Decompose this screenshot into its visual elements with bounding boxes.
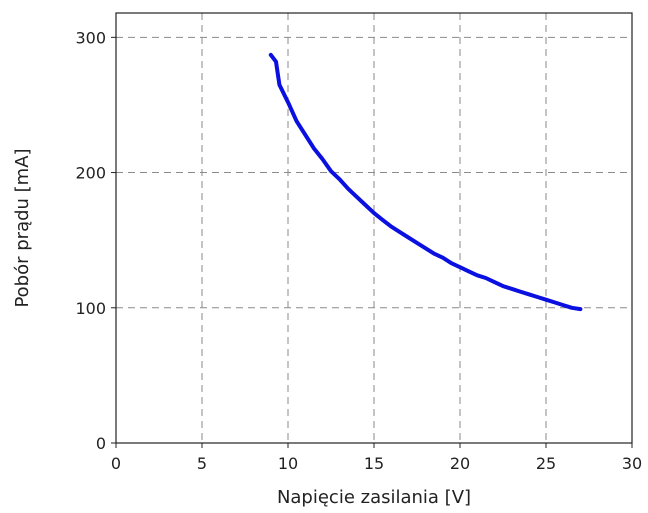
x-axis-ticks: 0 5 10 15 20 25 30 (111, 443, 642, 473)
y-tick-label: 0 (96, 434, 106, 453)
x-tick-label: 30 (622, 454, 642, 473)
x-axis-label: Napięcie zasilania [V] (277, 487, 471, 508)
y-axis-ticks: 0 100 200 300 (75, 28, 116, 453)
grid (116, 13, 632, 443)
y-tick-label: 100 (75, 299, 106, 318)
x-tick-label: 0 (111, 454, 121, 473)
series-line (268, 52, 583, 312)
x-tick-label: 25 (536, 454, 556, 473)
series-group (268, 52, 583, 312)
x-tick-label: 5 (197, 454, 207, 473)
y-tick-label: 200 (75, 164, 106, 183)
y-axis-label: Pobór prądu [mA] (12, 148, 33, 307)
y-tick-label: 300 (75, 28, 106, 47)
x-tick-label: 20 (450, 454, 470, 473)
x-tick-label: 10 (278, 454, 298, 473)
x-tick-label: 15 (364, 454, 384, 473)
plot-background (116, 13, 632, 443)
